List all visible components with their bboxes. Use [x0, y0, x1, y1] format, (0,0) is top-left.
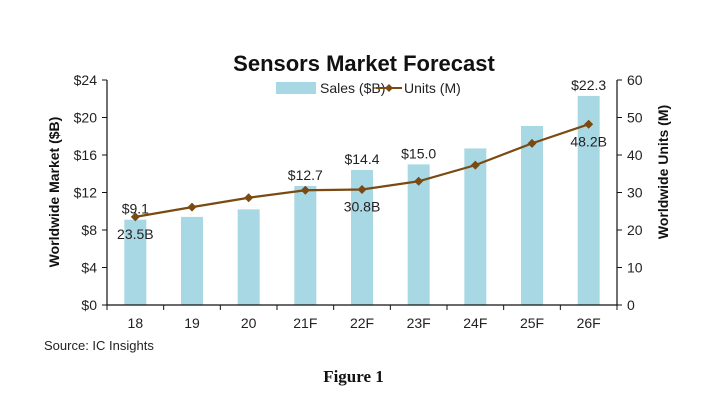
line-label-18: 23.5B [117, 226, 154, 242]
bar-19 [181, 216, 203, 305]
chart: Sensors Market Forecast Sales ($B) Units… [46, 51, 671, 331]
bar-25F [521, 125, 543, 305]
units-point-25F [527, 138, 537, 148]
units-point-26F [584, 119, 594, 129]
x-tick-label-25F: 25F [520, 315, 544, 331]
bar-18 [124, 219, 147, 305]
x-tick-label-19: 19 [184, 315, 200, 331]
x-tick-label-20: 20 [241, 315, 257, 331]
y-tick-label-right: 10 [627, 260, 643, 276]
y-tick-label-left: $12 [74, 185, 98, 201]
bar-24F [464, 148, 487, 305]
bar-21F [294, 185, 317, 305]
y-tick-label-right: 50 [627, 110, 643, 126]
bar-20 [237, 209, 260, 305]
bar-label-26F: $22.3 [571, 77, 606, 93]
bar-23F [407, 164, 430, 305]
legend: Sales ($B) Units (M) [276, 80, 461, 96]
units-point-22F [357, 185, 367, 194]
bar-label-18: $9.1 [122, 201, 149, 217]
chart-title: Sensors Market Forecast [233, 51, 495, 76]
line-label-26F: 48.2B [570, 133, 607, 149]
data-labels: $9.1 $12.7 $14.4 $15.0 $22.3 23.5B 30.8B 48.2B [117, 77, 607, 242]
legend-label-sales: Sales ($B) [320, 80, 385, 96]
y-axis-title-right: Worldwide Units (M) [655, 105, 671, 239]
units-point-20 [244, 193, 254, 203]
units-line [130, 119, 594, 222]
x-tick-label-18: 18 [128, 315, 144, 331]
units-point-23F [414, 176, 424, 186]
y-tick-label-right: 0 [627, 297, 635, 313]
x-tick-label-21F: 21F [293, 315, 317, 331]
y-tick-label-left: $4 [81, 260, 97, 276]
sales-bars [124, 95, 600, 305]
units-point-19 [187, 202, 197, 212]
source-note: Source: IC Insights [44, 338, 154, 353]
bar-26F [577, 95, 600, 305]
bar-22F [351, 170, 373, 305]
x-tick-label-24F: 24F [463, 315, 487, 331]
x-tick-label-26F: 26F [577, 315, 601, 331]
y-tick-label-right: 40 [627, 147, 643, 163]
legend-label-units: Units (M) [404, 80, 461, 96]
bar-label-21F: $12.7 [288, 167, 323, 183]
legend-swatch-sales [276, 82, 316, 94]
y-tick-label-right: 60 [627, 72, 643, 88]
y-tick-label-left: $24 [74, 72, 98, 88]
bar-label-22F: $14.4 [344, 151, 379, 167]
units-point-24F [470, 160, 480, 170]
y-axis-title-left: Worldwide Market ($B) [46, 117, 62, 268]
bar-label-23F: $15.0 [401, 145, 436, 161]
y-tick-label-left: $20 [74, 110, 98, 126]
legend-swatch-units-marker [385, 84, 393, 92]
y-tick-label-left: $16 [74, 147, 98, 163]
x-tick-label-22F: 22F [350, 315, 374, 331]
figure-caption: Figure 1 [323, 367, 384, 386]
axes: $0 0 $4 10 $8 20 $12 30 $16 40 $20 50 $24 60 18 19 20 21F… [74, 72, 643, 331]
units-point-18 [130, 212, 140, 222]
x-tick-label-23F: 23F [407, 315, 431, 331]
y-tick-label-left: $0 [81, 297, 97, 313]
y-tick-label-right: 30 [627, 185, 643, 201]
y-tick-label-left: $8 [81, 222, 97, 238]
line-label-22F: 30.8B [344, 199, 381, 215]
y-tick-label-right: 20 [627, 222, 643, 238]
units-point-21F [300, 185, 310, 195]
